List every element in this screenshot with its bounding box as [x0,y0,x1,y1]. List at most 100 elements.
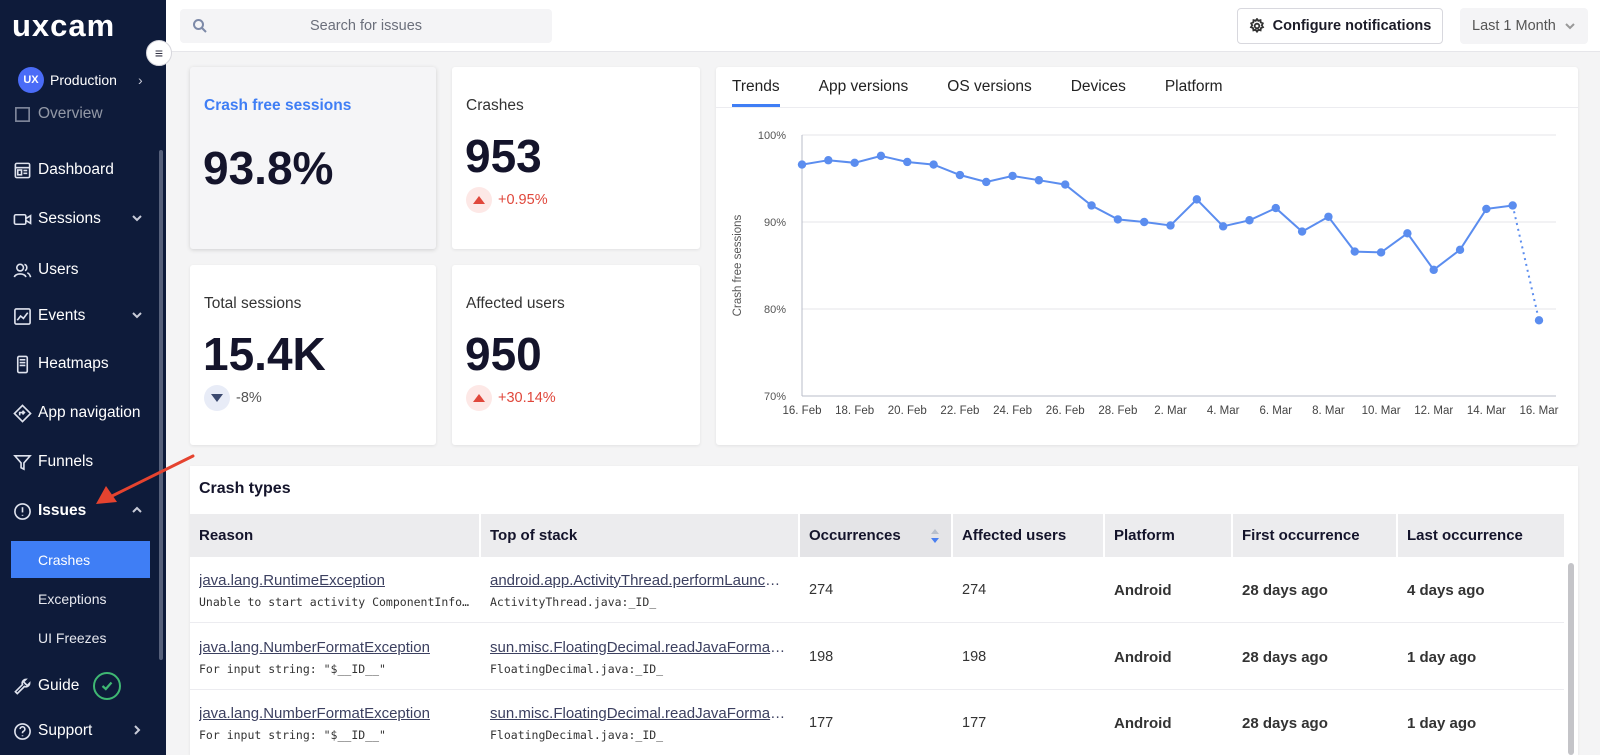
collapse-sidebar-button[interactable]: ≡ [146,40,172,66]
sidebar-item-users[interactable]: Users [12,255,148,285]
data-point [1139,217,1149,227]
y-tick-label: 90% [764,217,786,229]
x-tick-label: 8. Mar [1312,405,1345,417]
card-value: 950 [465,328,542,380]
card-affected-users[interactable]: Affected users 950 +30.14% [452,265,700,445]
chevron-down-icon [130,211,144,225]
x-tick-label: 4. Mar [1207,405,1240,417]
table-row[interactable]: java.lang.NumberFormatException For inpu… [190,690,1564,755]
data-point [1350,247,1359,256]
sidebar-item-label: App navigation [38,404,141,421]
search-box[interactable] [180,9,552,43]
chevron-right-icon: › [138,72,143,88]
card-crashes[interactable]: Crashes 953 +0.95% [452,67,700,249]
gear-icon [1249,18,1264,34]
x-tick-label: 16. Mar [1520,405,1559,417]
sidebar-item-heatmaps[interactable]: Heatmaps [12,349,148,379]
reason-link[interactable]: java.lang.RuntimeException [199,571,385,589]
sidebar-item-overview[interactable]: Overview [12,104,148,124]
card-value: 953 [465,130,542,182]
table-row[interactable]: java.lang.RuntimeException Unable to sta… [190,557,1564,623]
cell-affected-users: 177 [962,715,987,731]
crash-types-table: Crash types Reason Top of stack Occurren… [190,466,1578,755]
stack-link[interactable]: android.app.ActivityThread.performLaunch… [490,571,786,589]
column-header-reason[interactable]: Reason [190,514,479,557]
column-header-first-occurrence[interactable]: First occurrence [1233,514,1396,557]
reason-link[interactable]: java.lang.NumberFormatException [199,638,430,656]
data-point [1376,248,1386,257]
x-tick-label: 22. Feb [940,405,979,417]
cell-top-of-stack: android.app.ActivityThread.performLaunch… [481,557,786,623]
tab-os-versions[interactable]: OS versions [947,78,1032,95]
card-crash-free-sessions[interactable]: Crash free sessions 93.8% [190,67,436,249]
sidebar-item-app-navigation[interactable]: App navigation [12,398,148,428]
data-point [1034,176,1044,185]
cell-affected-users: 274 [962,582,987,598]
reason-link[interactable]: java.lang.NumberFormatException [199,704,430,722]
sidebar-subitem-exceptions[interactable]: Exceptions [38,590,107,607]
annotation-arrow [96,454,195,504]
x-tick-label: 18. Feb [835,405,874,417]
configure-notifications-button[interactable]: Configure notifications [1237,8,1443,44]
cell-occurrences: 177 [809,715,834,731]
tab-app-versions[interactable]: App versions [818,78,909,95]
card-total-sessions[interactable]: Total sessions 15.4K -8% [190,265,436,445]
reason-detail: For input string: "$__ID__" [199,661,386,676]
wrench-icon [12,676,32,696]
sidebar-subitem-ui-freezes[interactable]: UI Freezes [38,629,107,646]
column-header-occurrences[interactable]: Occurrences [800,514,951,557]
tab-trends[interactable]: Trends [732,67,780,107]
x-tick-label: 28. Feb [1098,405,1137,417]
reason-detail: For input string: "$__ID__" [199,727,386,742]
y-axis-label: Crash free sessions [732,214,744,316]
project-name: Production [50,72,117,88]
sidebar-item-issues[interactable]: Issues [12,496,148,526]
column-header-platform[interactable]: Platform [1105,514,1231,557]
y-tick-label: 100% [758,130,786,142]
sidebar-item-support[interactable]: Support [12,716,148,746]
data-point [850,158,859,168]
phone-icon [12,354,32,374]
chart-tabs: Trends App versions OS versions Devices … [732,67,1262,107]
stack-link[interactable]: sun.misc.FloatingDecimal.readJavaFormatS… [490,638,786,656]
column-header-top-of-stack[interactable]: Top of stack [481,514,798,557]
cell-affected-users: 198 [962,649,987,665]
sidebar-item-events[interactable]: Events [12,301,148,331]
cell-top-of-stack: sun.misc.FloatingDecimal.readJavaFormatS… [481,690,786,755]
delta-indicator: +0.95% [466,187,548,213]
card-label: Crashes [466,97,524,114]
stack-link[interactable]: sun.misc.FloatingDecimal.readJavaFormatS… [490,704,786,722]
project-selector[interactable]: UX Production › [18,66,158,94]
search-icon [192,18,208,34]
table-scrollbar[interactable] [1568,563,1574,755]
card-value: 93.8% [203,142,334,194]
sidebar-item-guide[interactable]: Guide [12,671,148,701]
x-tick-label: 12. Mar [1414,405,1453,417]
date-range-select[interactable]: Last 1 Month [1460,8,1588,44]
tab-devices[interactable]: Devices [1070,78,1126,95]
cell-top-of-stack: sun.misc.FloatingDecimal.readJavaFormatS… [481,624,786,690]
search-input[interactable] [180,9,552,43]
data-point [824,156,833,165]
navigation-diamond-icon [12,403,32,423]
overview-icon [12,104,32,124]
data-point [1245,216,1254,225]
column-header-last-occurrence[interactable]: Last occurrence [1398,514,1564,557]
x-tick-label: 26. Feb [1046,405,1085,417]
sidebar-subitem-crashes[interactable]: Crashes [11,541,150,578]
sidebar-scrollbar[interactable] [159,150,163,660]
column-header-affected-users[interactable]: Affected users [953,514,1103,557]
table-row[interactable]: java.lang.NumberFormatException For inpu… [190,624,1564,690]
uxcam-logo[interactable]: uxcam [12,8,116,43]
sidebar-item-dashboard[interactable]: Dashboard [12,155,148,185]
sidebar-item-sessions[interactable]: Sessions [12,204,148,234]
y-tick-label: 80% [764,304,786,316]
sidebar-item-label: Overview [38,105,103,122]
sidebar-item-funnels[interactable]: Funnels [12,447,148,477]
data-point [1113,215,1123,224]
cell-occurrences: 274 [809,582,834,598]
tab-platform[interactable]: Platform [1164,78,1223,95]
chevron-right-icon [130,723,144,737]
cell-platform: Android [1114,714,1172,732]
dashboard-icon [12,160,32,180]
